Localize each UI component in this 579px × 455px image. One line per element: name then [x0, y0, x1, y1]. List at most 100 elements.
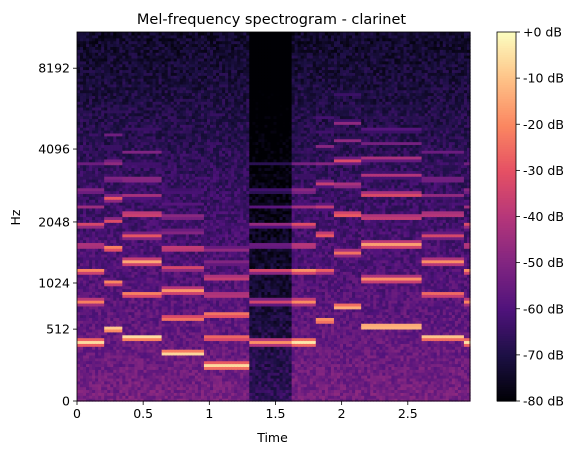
spectrogram-cell: [104, 372, 108, 376]
spectrogram-cell: [98, 60, 102, 65]
spectrogram-cell: [134, 380, 139, 385]
spectrogram-cell: [95, 179, 99, 183]
spectrogram-cell: [83, 340, 87, 344]
spectrogram-cell: [116, 69, 120, 73]
spectrogram-cell: [80, 340, 84, 344]
spectrogram-cell: [86, 302, 90, 307]
spectrogram-cell: [89, 104, 93, 108]
spectrogram-cell: [131, 187, 136, 192]
spectrogram-cell: [128, 179, 133, 183]
spectrogram-cell: [125, 164, 129, 169]
spectrogram-cell: [116, 282, 120, 287]
spectrogram-cell: [80, 199, 84, 203]
spectrogram-cell: [134, 331, 139, 336]
spectrogram-cell: [116, 346, 120, 350]
spectrogram-cell: [95, 222, 99, 226]
spectrogram-cell: [128, 127, 133, 131]
spectrogram-cell: [110, 375, 114, 379]
spectrogram-cell: [113, 86, 117, 91]
spectrogram-cell: [107, 106, 111, 111]
spectrogram-cell: [104, 308, 108, 313]
spectrogram-cell: [134, 300, 139, 304]
spectrogram-cell: [116, 277, 120, 281]
spectrogram-cell: [134, 153, 139, 157]
spectrogram-cell: [116, 389, 120, 393]
spectrogram-cell: [107, 101, 111, 105]
spectrogram-cell: [92, 49, 96, 53]
spectrogram-cell: [119, 155, 123, 160]
spectrogram-cell: [125, 46, 129, 50]
spectrogram-cell: [113, 242, 117, 246]
spectrogram-cell: [77, 337, 81, 342]
spectrogram-cell: [128, 196, 133, 200]
spectrogram-cell: [89, 204, 93, 209]
spectrogram-cell: [122, 204, 126, 209]
spectrogram-cell: [110, 308, 114, 313]
spectrogram-cell: [98, 248, 102, 252]
spectrogram-cell: [125, 69, 129, 73]
spectrogram-cell: [134, 305, 139, 310]
spectrogram-cell: [107, 305, 111, 310]
spectrogram-cell: [80, 380, 84, 385]
spectrogram-cell: [83, 158, 87, 163]
spectrogram-cell: [122, 98, 126, 102]
spectrogram-cell: [95, 196, 99, 200]
spectrogram-cell: [95, 360, 99, 365]
spectrogram-cell: [131, 181, 136, 186]
spectrogram-cell: [134, 202, 139, 206]
spectrogram-cell: [113, 383, 117, 388]
spectrogram-cell: [83, 32, 87, 36]
spectrogram-cell: [116, 187, 120, 192]
spectrogram-cell: [110, 92, 114, 97]
spectrogram-cell: [128, 297, 133, 301]
spectrogram-cell: [128, 37, 133, 42]
spectrogram-cell: [92, 225, 96, 229]
spectrogram-cell: [77, 277, 81, 281]
spectrogram-cell: [122, 190, 126, 195]
spectrogram-cell: [125, 337, 129, 342]
spectrogram-cell: [125, 349, 129, 353]
spectrogram-cell: [77, 124, 81, 128]
spectrogram-cell: [92, 118, 96, 122]
spectrogram-cell: [80, 297, 84, 301]
spectrogram-cell: [98, 43, 102, 48]
spectrogram-cell: [122, 277, 126, 281]
spectrogram-cell: [125, 43, 129, 48]
spectrogram-cell: [92, 256, 96, 261]
spectrogram-cell: [101, 377, 105, 382]
spectrogram-cell: [125, 83, 129, 88]
spectrogram-cell: [122, 351, 126, 356]
spectrogram-cell: [119, 127, 123, 131]
spectrogram-cell: [101, 259, 105, 264]
spectrogram-cell: [89, 147, 93, 151]
spectrogram-cell: [122, 294, 126, 298]
spectrogram-cell: [110, 196, 114, 200]
spectrogram-cell: [89, 294, 93, 298]
spectrogram-cell: [116, 239, 120, 244]
spectrogram-cell: [80, 52, 84, 56]
spectrogram-cell: [107, 92, 111, 97]
spectrogram-cell: [83, 389, 87, 393]
spectrogram-cell: [128, 184, 133, 189]
spectrogram-cell: [89, 300, 93, 304]
spectrogram-cell: [89, 262, 93, 267]
spectrogram-cell: [125, 366, 129, 370]
spectrogram-cell: [110, 346, 114, 350]
spectrogram-cell: [137, 153, 142, 157]
spectrogram-cell: [116, 204, 120, 209]
spectrogram-cell: [83, 187, 87, 192]
spectrogram-cell: [122, 265, 126, 269]
spectrogram-cell: [92, 334, 96, 339]
spectrogram-cell: [134, 179, 139, 183]
spectrogram-cell: [101, 124, 105, 128]
spectrogram-cell: [125, 179, 129, 183]
spectrogram-cell: [83, 95, 87, 99]
spectrogram-cell: [89, 395, 93, 399]
spectrogram-cell: [107, 72, 111, 76]
spectrogram-cell: [122, 193, 126, 197]
spectrogram-cell: [113, 302, 117, 307]
spectrogram-cell: [95, 328, 99, 333]
spectrogram-cell: [86, 271, 90, 275]
spectrogram-cell: [113, 239, 117, 244]
spectrogram-cell: [80, 204, 84, 209]
